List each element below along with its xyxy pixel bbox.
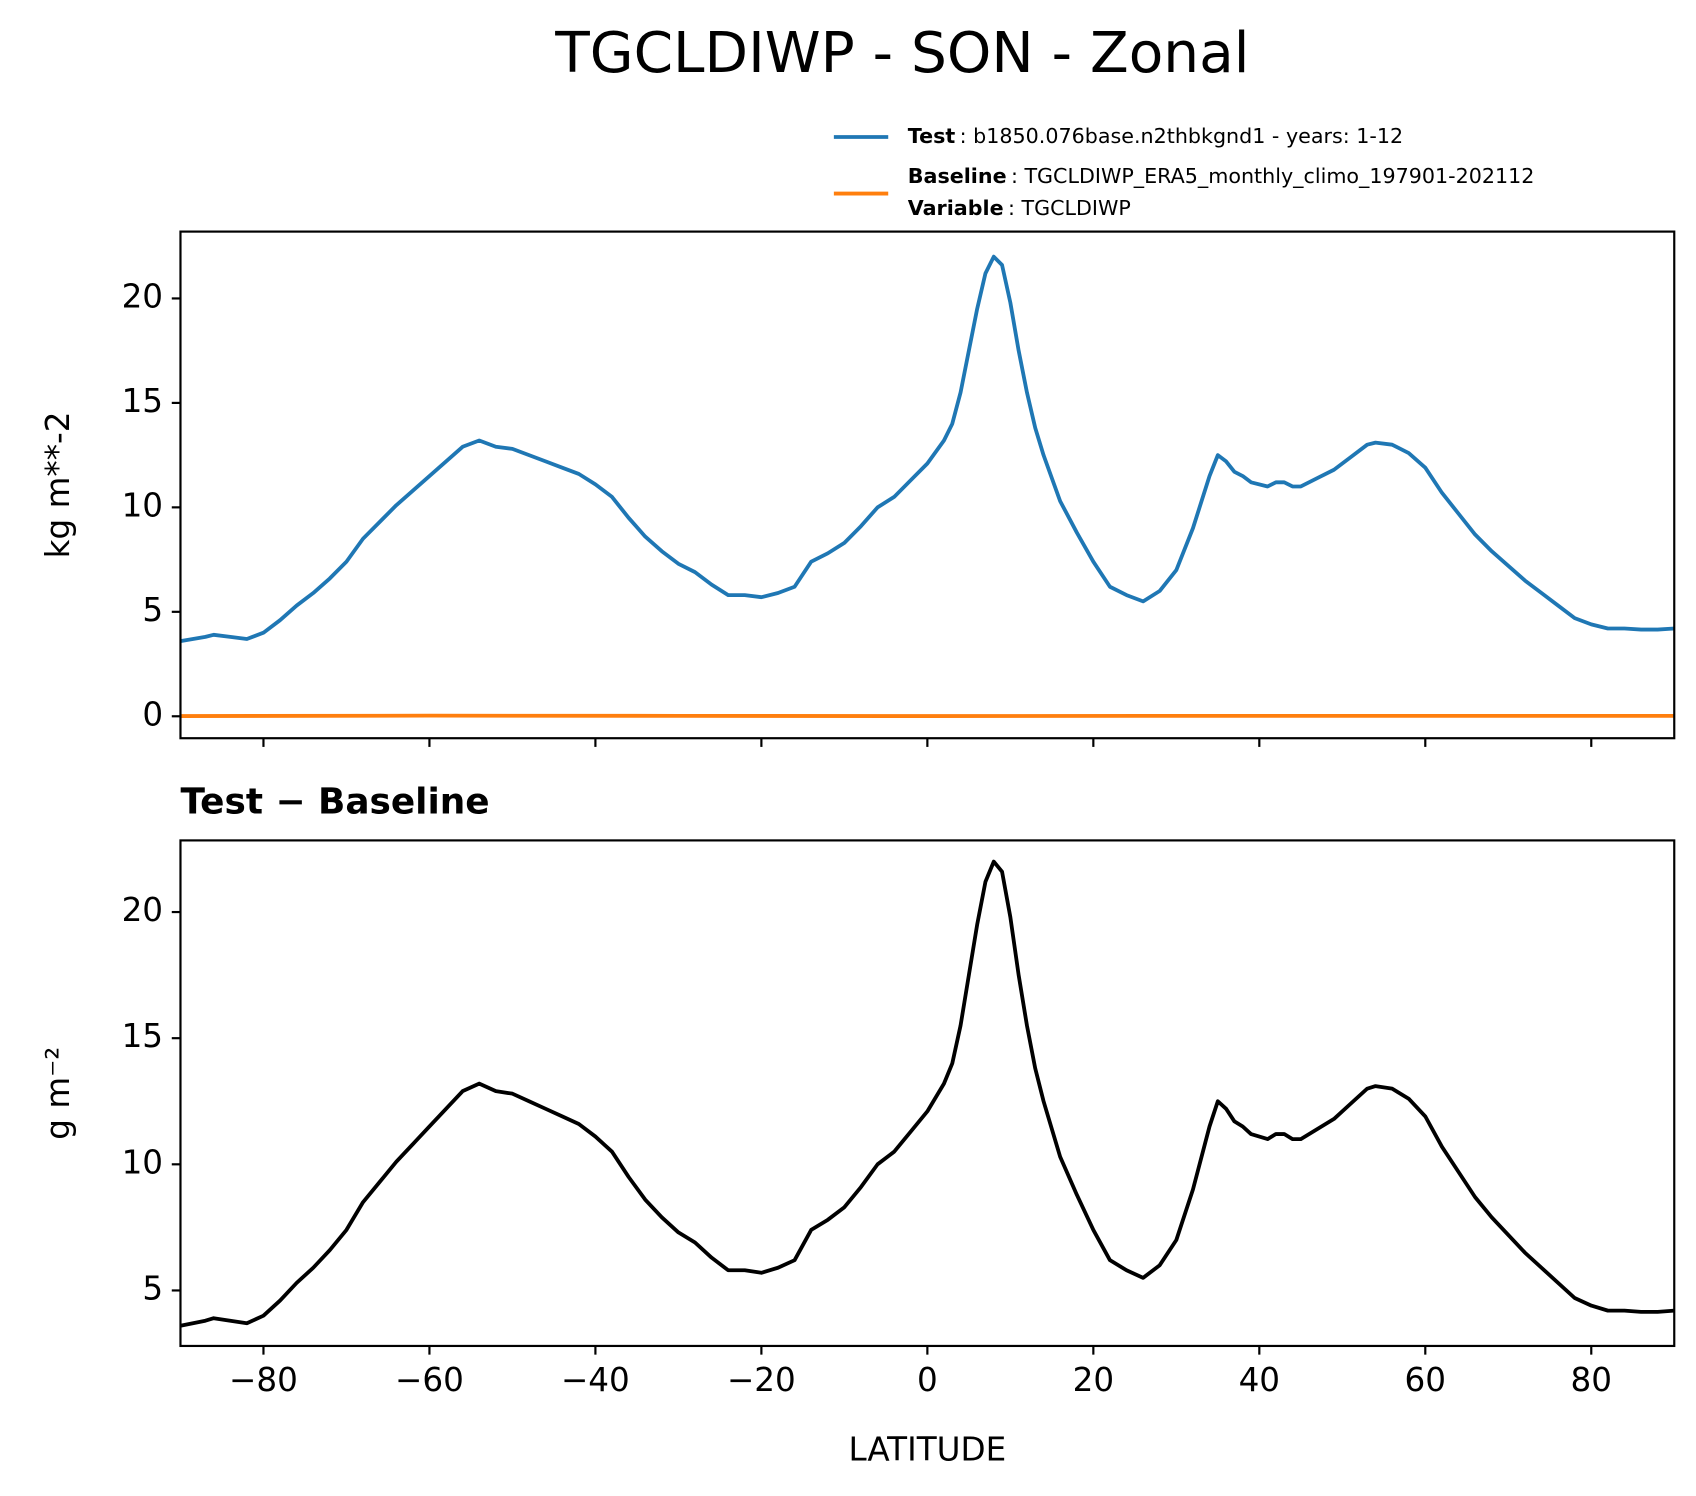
x-tick-label: −40: [561, 1361, 630, 1399]
x-tick-label: 80: [1571, 1361, 1613, 1399]
y-axis-label: kg m**-2: [39, 411, 77, 558]
x-tick-label: −80: [229, 1361, 298, 1399]
y-axis-label: g m⁻²: [39, 1047, 77, 1140]
legend-entry: Baseline: TGCLDIWP_ERA5_monthly_climo_19…: [908, 164, 1535, 189]
y-tick-label: 20: [122, 277, 163, 315]
data-line: [180, 254, 1675, 643]
y-tick-label: 15: [122, 1017, 163, 1055]
x-tick-label: 20: [1073, 1361, 1114, 1399]
legend-entry: Test: b1850.076base.n2thbkgnd1 - years: …: [908, 124, 1403, 148]
y-tick-label: 15: [122, 382, 163, 420]
legend-name: Test: [908, 124, 956, 148]
legend-name: Variable: [908, 196, 1004, 220]
legend: Test: b1850.076base.n2thbkgnd1 - years: …: [833, 124, 1535, 220]
x-tick-label: 40: [1239, 1361, 1281, 1399]
figure-title: TGCLDIWP - SON - Zonal: [554, 21, 1249, 86]
x-tick-label: −20: [727, 1361, 796, 1399]
y-tick-label: 0: [142, 695, 163, 733]
y-tick-label: 20: [122, 891, 163, 929]
legend-description: : b1850.076base.n2thbkgnd1 - years: 1-12: [960, 124, 1403, 148]
x-tick-label: 60: [1405, 1361, 1446, 1399]
x-tick-label: 0: [917, 1361, 938, 1399]
x-axis-label: LATITUDE: [848, 1430, 1006, 1468]
legend-description: : TGCLDIWP_ERA5_monthly_climo_197901-202…: [1011, 164, 1534, 189]
y-tick-label: 5: [142, 591, 163, 629]
y-tick-label: 5: [142, 1269, 163, 1307]
legend-description: : TGCLDIWP: [1008, 196, 1131, 220]
y-tick-label: 10: [122, 486, 163, 524]
panel-title: Test − Baseline: [180, 781, 489, 822]
y-tick-label: 10: [122, 1143, 163, 1181]
data-line: [180, 859, 1675, 1328]
legend-name: Baseline: [908, 164, 1007, 188]
x-tick-label: −60: [395, 1361, 464, 1399]
legend-entry: Variable: TGCLDIWP: [908, 196, 1131, 220]
